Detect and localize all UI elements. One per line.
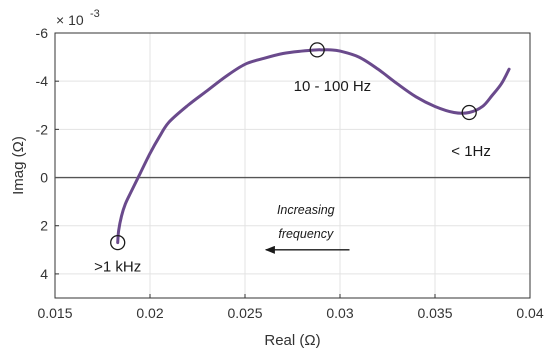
y-axis-label: Imag (Ω) [10, 136, 27, 195]
x-tick-label: 0.02 [136, 305, 163, 321]
y-tick-label: -2 [36, 121, 49, 137]
annotation-label: < 1Hz [451, 143, 491, 160]
y-tick-label: -6 [36, 25, 49, 41]
series-line [116, 48, 511, 245]
x-tick-label: 0.025 [227, 305, 262, 321]
annotation-label: Increasing [277, 203, 335, 217]
x-tick-label: 0.03 [326, 305, 353, 321]
y-tick-label: -4 [36, 73, 49, 89]
y-tick-label: 2 [40, 218, 48, 234]
x-tick-label: 0.04 [516, 305, 543, 321]
annotations-layer: >1 kHz 10 - 100 Hz < 1Hz Increasing frequenc… [94, 78, 491, 276]
y-tick-label: 0 [40, 170, 48, 186]
markers-layer [110, 42, 477, 251]
ticks-layer: 0.015 0.02 0.025 0.03 0.035 0.04 -6 -4 -2 0 2 4 [36, 25, 544, 321]
x-tick-label: 0.015 [37, 305, 72, 321]
frequency-marker [461, 104, 477, 121]
annotation-label: frequency [278, 227, 334, 241]
frequency-marker [309, 42, 325, 58]
annotation-label: >1 kHz [94, 259, 141, 276]
y-axis-exponent: -3 [90, 8, 100, 20]
plot-frame [54, 32, 531, 299]
x-axis-label: Real (Ω) [264, 332, 320, 349]
frequency-marker [110, 234, 126, 251]
y-tick-label: 4 [40, 266, 48, 282]
annotation-label: 10 - 100 Hz [294, 78, 372, 95]
x-tick-label: 0.035 [417, 305, 452, 321]
y-axis-multiplier: × 10 [56, 12, 84, 28]
